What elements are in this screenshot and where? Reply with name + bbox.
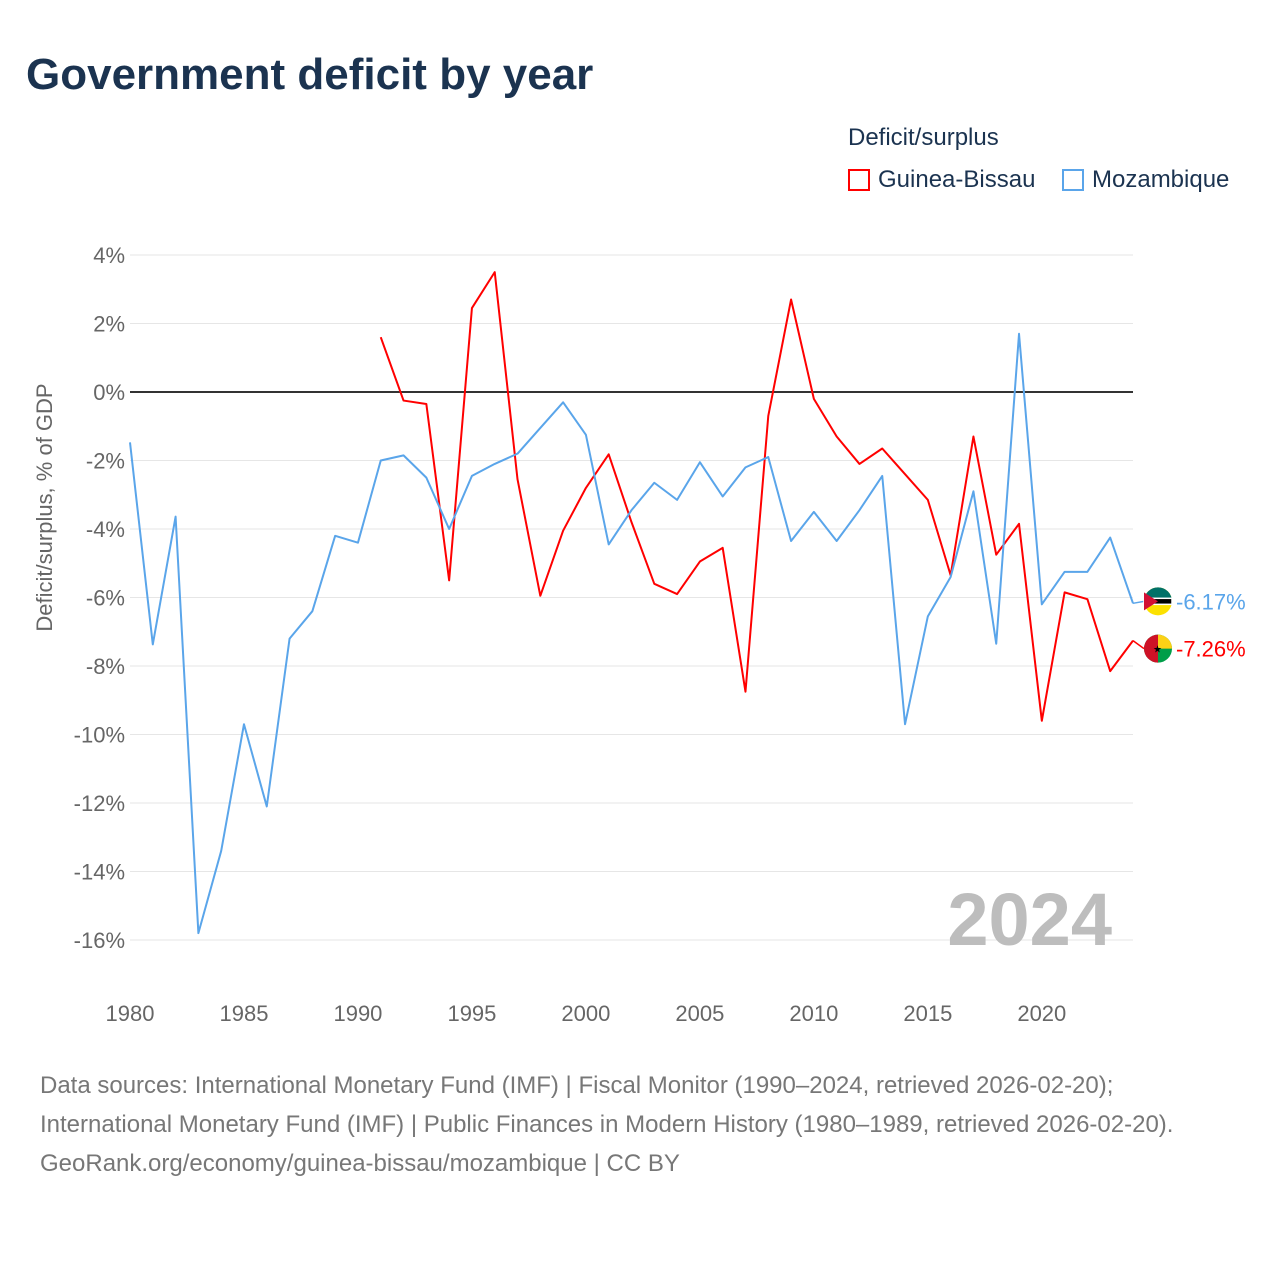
attribution-link[interactable]: GeoRank.org/economy/guinea-bissau/mozamb… bbox=[40, 1150, 680, 1177]
x-tick-label: 2015 bbox=[903, 1001, 952, 1026]
x-tick-label: 1985 bbox=[220, 1001, 269, 1026]
year-watermark: 2024 bbox=[947, 878, 1112, 961]
y-tick-label: -12% bbox=[74, 791, 125, 816]
y-tick-label: -14% bbox=[74, 860, 125, 885]
x-tick-label: 2020 bbox=[1017, 1001, 1066, 1026]
legend-label: Guinea-Bissau bbox=[878, 166, 1036, 193]
legend-item-mozambique[interactable]: Mozambique bbox=[1062, 166, 1229, 194]
flag-stripe bbox=[1158, 634, 1172, 649]
flag-stripe bbox=[1144, 634, 1158, 663]
y-tick-label: -2% bbox=[86, 449, 125, 474]
y-tick-label: -10% bbox=[74, 723, 125, 748]
series-line-guinea-bissau bbox=[379, 271, 1134, 722]
legend-label: Mozambique bbox=[1092, 166, 1230, 193]
x-tick-label: 2010 bbox=[789, 1001, 838, 1026]
x-tick-label: 1980 bbox=[106, 1001, 155, 1026]
y-tick-label: -4% bbox=[86, 517, 125, 542]
y-axis-title: Deficit/surplus, % of GDP bbox=[32, 383, 57, 631]
x-tick-label: 1990 bbox=[333, 1001, 382, 1026]
flag-star: ★ bbox=[1153, 645, 1162, 656]
sources-text: Data sources: International Monetary Fun… bbox=[40, 1072, 1174, 1138]
chart-title: Government deficit by year bbox=[26, 50, 594, 99]
legend-swatch bbox=[1062, 169, 1084, 191]
x-tick-label: 2000 bbox=[561, 1001, 610, 1026]
legend-title: Deficit/surplus bbox=[848, 124, 999, 151]
y-tick-label: -16% bbox=[74, 928, 125, 953]
x-tick-label: 1995 bbox=[447, 1001, 496, 1026]
line-chart: 4% 2% 0% -2% -4% -6% -8% -10% -12% -14% -16% 1980 19… bbox=[32, 243, 1246, 1026]
legend-item-guinea-bissau[interactable]: Guinea-Bissau bbox=[848, 166, 1035, 194]
legend-swatch bbox=[848, 169, 870, 191]
flag-triangle bbox=[1144, 592, 1158, 611]
end-value-label: -6.17% bbox=[1176, 589, 1246, 614]
y-tick-label: -6% bbox=[86, 586, 125, 611]
x-tick-label: 2005 bbox=[675, 1001, 724, 1026]
end-value-label: -7.26% bbox=[1176, 637, 1246, 662]
end-connector bbox=[1132, 600, 1145, 605]
y-tick-label: 2% bbox=[93, 312, 125, 337]
y-tick-label: -8% bbox=[86, 654, 125, 679]
y-tick-label: 4% bbox=[93, 243, 125, 268]
data-sources: Data sources: International Monetary Fun… bbox=[40, 1066, 1240, 1183]
end-connector bbox=[1132, 640, 1145, 650]
series-line-mozambique bbox=[129, 332, 1134, 935]
y-tick-label: 0% bbox=[93, 380, 125, 405]
